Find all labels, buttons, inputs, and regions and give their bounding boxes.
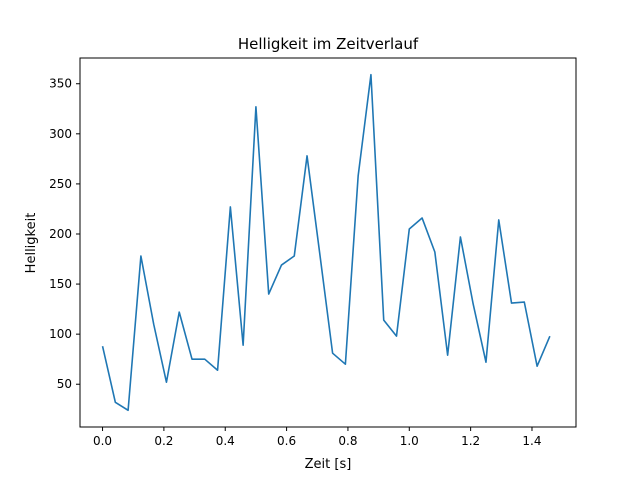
y-axis: 50 100 150 200 250 300 350 xyxy=(49,77,80,391)
x-tick-label: 1.2 xyxy=(461,434,480,448)
x-tick-label: 0.6 xyxy=(277,434,296,448)
y-tick-label: 50 xyxy=(57,377,72,391)
x-tick-label: 1.0 xyxy=(400,434,419,448)
x-axis-label: Zeit [s] xyxy=(305,457,352,472)
x-tick-label: 1.4 xyxy=(522,434,541,448)
y-tick-label: 200 xyxy=(49,227,72,241)
y-axis-label: Helligkeit xyxy=(24,213,39,274)
chart-title: Helligkeit im Zeitverlauf xyxy=(238,35,419,53)
y-tick-label: 350 xyxy=(49,77,72,91)
x-tick-label: 0.4 xyxy=(216,434,235,448)
y-tick-label: 300 xyxy=(49,127,72,141)
x-tick-label: 0.0 xyxy=(93,434,112,448)
x-axis: 0.0 0.2 0.4 0.6 0.8 1.0 1.2 1.4 xyxy=(93,427,542,448)
series-layer xyxy=(101,73,551,412)
y-tick-label: 250 xyxy=(49,177,72,191)
y-tick-label: 100 xyxy=(49,327,72,341)
x-tick-label: 0.2 xyxy=(154,434,173,448)
x-tick-label: 0.8 xyxy=(338,434,357,448)
series-line xyxy=(101,73,551,412)
y-tick-label: 150 xyxy=(49,277,72,291)
plot-area-frame xyxy=(79,57,577,428)
